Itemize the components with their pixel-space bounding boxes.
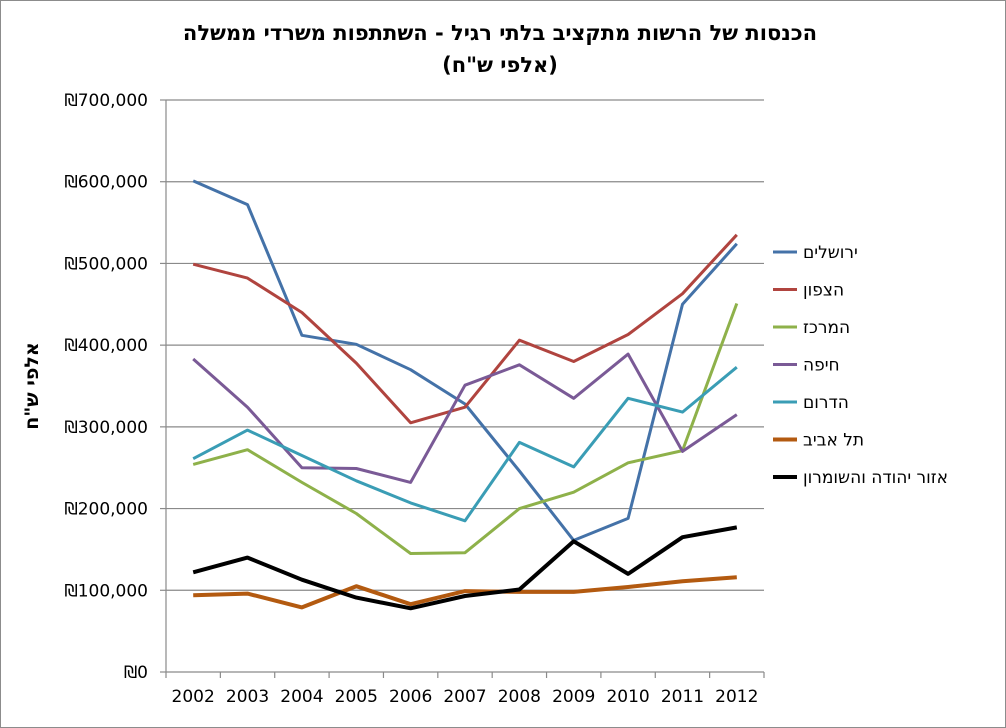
x-tick-label: 2003 bbox=[226, 687, 269, 707]
legend-label: אזור יהודה והשומרון bbox=[803, 468, 948, 488]
legend-label: חיפה bbox=[803, 356, 840, 376]
y-axis-label: אלפי ש"ח bbox=[21, 342, 43, 429]
legend-label: תל אביב bbox=[803, 431, 864, 451]
legend-label: הצפון bbox=[803, 281, 844, 301]
x-tick-label: 2007 bbox=[443, 687, 486, 707]
legend-label: ירושלים bbox=[803, 243, 858, 263]
x-tick-label: 2009 bbox=[552, 687, 595, 707]
y-tick-label: ₪100,000 bbox=[64, 581, 148, 601]
chart-title-line-2: (אלפי ש"ח) bbox=[442, 53, 558, 77]
x-tick-label: 2011 bbox=[661, 687, 704, 707]
series-line bbox=[192, 366, 738, 523]
x-tick-label: 2012 bbox=[715, 687, 758, 707]
series-line bbox=[193, 575, 737, 610]
y-tick-label: ₪200,000 bbox=[64, 500, 148, 520]
x-tick-label: 2006 bbox=[389, 687, 432, 707]
y-tick-label: ₪500,000 bbox=[64, 254, 148, 274]
series-line bbox=[192, 352, 738, 484]
y-tick-label: ₪300,000 bbox=[64, 418, 148, 438]
series-line bbox=[192, 302, 739, 555]
x-tick-label: 2005 bbox=[335, 687, 378, 707]
chart-title-line-1: הכנסות של הרשות מתקציב בלתי רגיל - השתתפ… bbox=[183, 21, 817, 45]
y-tick-label: ₪0 bbox=[124, 663, 148, 683]
series-line bbox=[192, 179, 738, 542]
series-line bbox=[192, 525, 738, 611]
x-tick-label: 2010 bbox=[606, 687, 649, 707]
y-tick-label: ₪600,000 bbox=[64, 173, 148, 193]
x-tick-label: 2002 bbox=[172, 687, 215, 707]
y-tick-label: ₪400,000 bbox=[64, 336, 148, 356]
x-tick-label: 2004 bbox=[280, 687, 323, 707]
legend-label: המרכז bbox=[803, 318, 850, 338]
legend-label: הדרום bbox=[803, 393, 849, 413]
y-tick-label: ₪700,000 bbox=[64, 91, 148, 111]
x-tick-label: 2008 bbox=[498, 687, 541, 707]
